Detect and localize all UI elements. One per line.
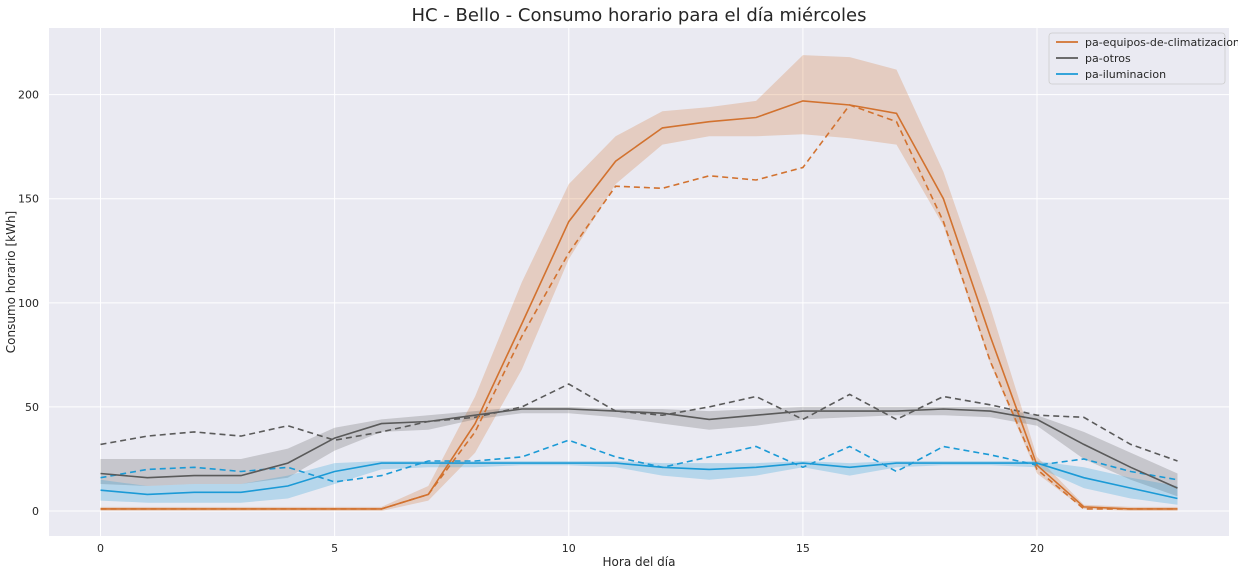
confidence-bands bbox=[100, 55, 1178, 511]
series-line bbox=[100, 408, 1178, 489]
x-tick-label: 0 bbox=[97, 542, 104, 555]
series-line bbox=[100, 462, 1178, 500]
y-tick-label: 50 bbox=[25, 401, 39, 414]
x-tick-label: 20 bbox=[1030, 542, 1044, 555]
legend: pa-equipos-de-climatizacion pa-otros pa-il… bbox=[1048, 32, 1238, 85]
confidence-band bbox=[100, 461, 1178, 505]
x-tick-label: 10 bbox=[562, 542, 576, 555]
legend-label: pa-iluminacion bbox=[1085, 68, 1166, 81]
y-tick-label: 100 bbox=[18, 297, 39, 310]
y-tick-label: 150 bbox=[18, 193, 39, 206]
legend-label: pa-otros bbox=[1085, 52, 1131, 65]
series-lines bbox=[100, 100, 1178, 510]
y-tick-label: 0 bbox=[32, 505, 39, 518]
x-tick-label: 5 bbox=[331, 542, 338, 555]
confidence-band bbox=[100, 55, 1178, 511]
series-dashed-line bbox=[100, 439, 1178, 483]
legend-label: pa-equipos-de-climatizacion bbox=[1085, 36, 1238, 49]
series-dashed-line bbox=[100, 383, 1178, 462]
series-line bbox=[100, 100, 1178, 510]
grid bbox=[49, 28, 1229, 536]
legend-box bbox=[1048, 32, 1226, 85]
y-axis-label: Consumo horario [kWh] bbox=[4, 211, 18, 353]
x-tick-label: 15 bbox=[796, 542, 810, 555]
series-dashed-line bbox=[100, 104, 1178, 510]
x-axis-label: Hora del día bbox=[603, 555, 676, 569]
y-tick-label: 200 bbox=[18, 89, 39, 102]
confidence-band bbox=[100, 406, 1178, 497]
chart-title: HC - Bello - Consumo horario para el día… bbox=[411, 5, 866, 26]
